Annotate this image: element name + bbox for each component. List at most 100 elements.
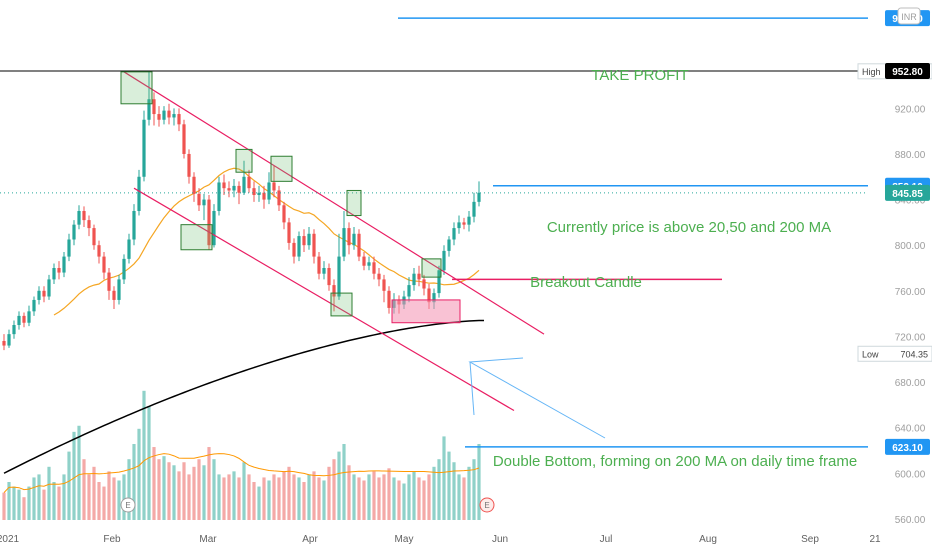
candle-body [377,273,381,280]
volume-bar [392,477,396,520]
candle-body [192,176,196,194]
currency-badge-text: INR [901,12,917,22]
candle-body [157,114,161,120]
candle-body [222,182,226,189]
candle-body [342,228,346,257]
candle-body [127,239,131,259]
candlesticks [2,71,481,351]
candle-body [12,325,16,335]
candle-body [147,99,151,120]
volume-bar [132,444,136,520]
volume-bar [322,480,326,520]
volume-bar [57,486,61,520]
volume-bar [302,482,306,520]
volume-bar [407,474,411,520]
candle-body [262,192,266,200]
candle-body [122,258,126,280]
volume-bar [382,474,386,520]
volume-bar [87,474,91,520]
volume-bar [377,477,381,520]
candle-body [207,199,211,246]
candle-body [317,256,321,274]
candle-body [372,262,376,274]
volume-bar [77,425,81,520]
highlight-box [270,155,293,182]
x-tick-label: 2021 [0,534,20,545]
candle-body [52,268,56,280]
arrow-pointer-tail [469,361,475,416]
highlight-box [180,224,213,251]
candle-body [57,268,61,273]
volume-bar [277,477,281,520]
volume-bar [287,466,291,520]
drawings: TAKE PROFIT Currently price is above 20,5… [0,17,868,513]
price-axis: 560.00 600.00 640.00 680.00 720.00 760.00 800.… [857,7,932,526]
volume-bar [2,492,6,520]
candle-body [72,224,76,240]
volume-ma-line [3,453,480,493]
volume-bar [262,477,266,520]
candle-body [412,273,416,286]
candle-body [387,290,391,308]
candle-body [172,114,176,118]
x-tick-label: 21 [869,534,881,545]
last-price-price-text: 845.85 [892,189,923,200]
volume-bar [12,486,16,520]
x-tick-label: Sep [801,534,819,545]
candle-body [357,233,361,257]
candle-body [362,256,366,266]
candle-body [267,182,271,200]
highlight-box [330,292,353,317]
candle-body [462,222,466,225]
candle-body [302,236,306,246]
volume-bar [52,482,56,520]
volume-bar [337,451,341,520]
earnings-marker [479,497,495,513]
candle-body [227,188,231,191]
volume-bar [232,471,236,520]
volume-bar [17,489,21,520]
volume-bar [47,466,51,520]
low-marker-label: Low [862,349,879,359]
candle-body [112,290,116,300]
candle-body [467,216,471,225]
volume-bar [117,480,121,520]
candle-body [102,256,106,273]
volume-bar [67,451,71,520]
candle-body [277,190,281,206]
volume-bar [447,451,451,520]
volume-bar [357,477,361,520]
candle-body [307,233,311,246]
volume-bar [282,471,286,520]
volume-bar [162,456,166,520]
candle-body [327,268,331,286]
volume-bar [457,474,461,520]
candle-body [47,279,51,297]
volume-bar [297,477,301,520]
volume-bar [217,474,221,520]
candle-body [382,279,386,291]
volume-bar [257,486,261,520]
high-marker-label: High [862,67,881,77]
volume-bar [472,459,476,520]
candle-body [7,334,11,346]
volume-bar [247,474,251,520]
volume-bar [202,465,206,520]
take-profit-label: TAKE PROFIT [591,67,688,84]
candle-body [282,205,286,223]
candle-body [447,239,451,251]
volume-bar [72,431,76,520]
volume-bar [32,477,36,520]
volume-bar [157,459,161,520]
double-bottom-price-tag [885,438,930,455]
candle-body [287,222,291,243]
volume-bar [112,477,116,520]
volume-bar [102,486,106,520]
candle-body [202,199,206,206]
volume-bar [152,447,156,520]
candle-body [247,176,251,189]
candle-body [87,220,91,229]
candle-body [422,279,426,289]
